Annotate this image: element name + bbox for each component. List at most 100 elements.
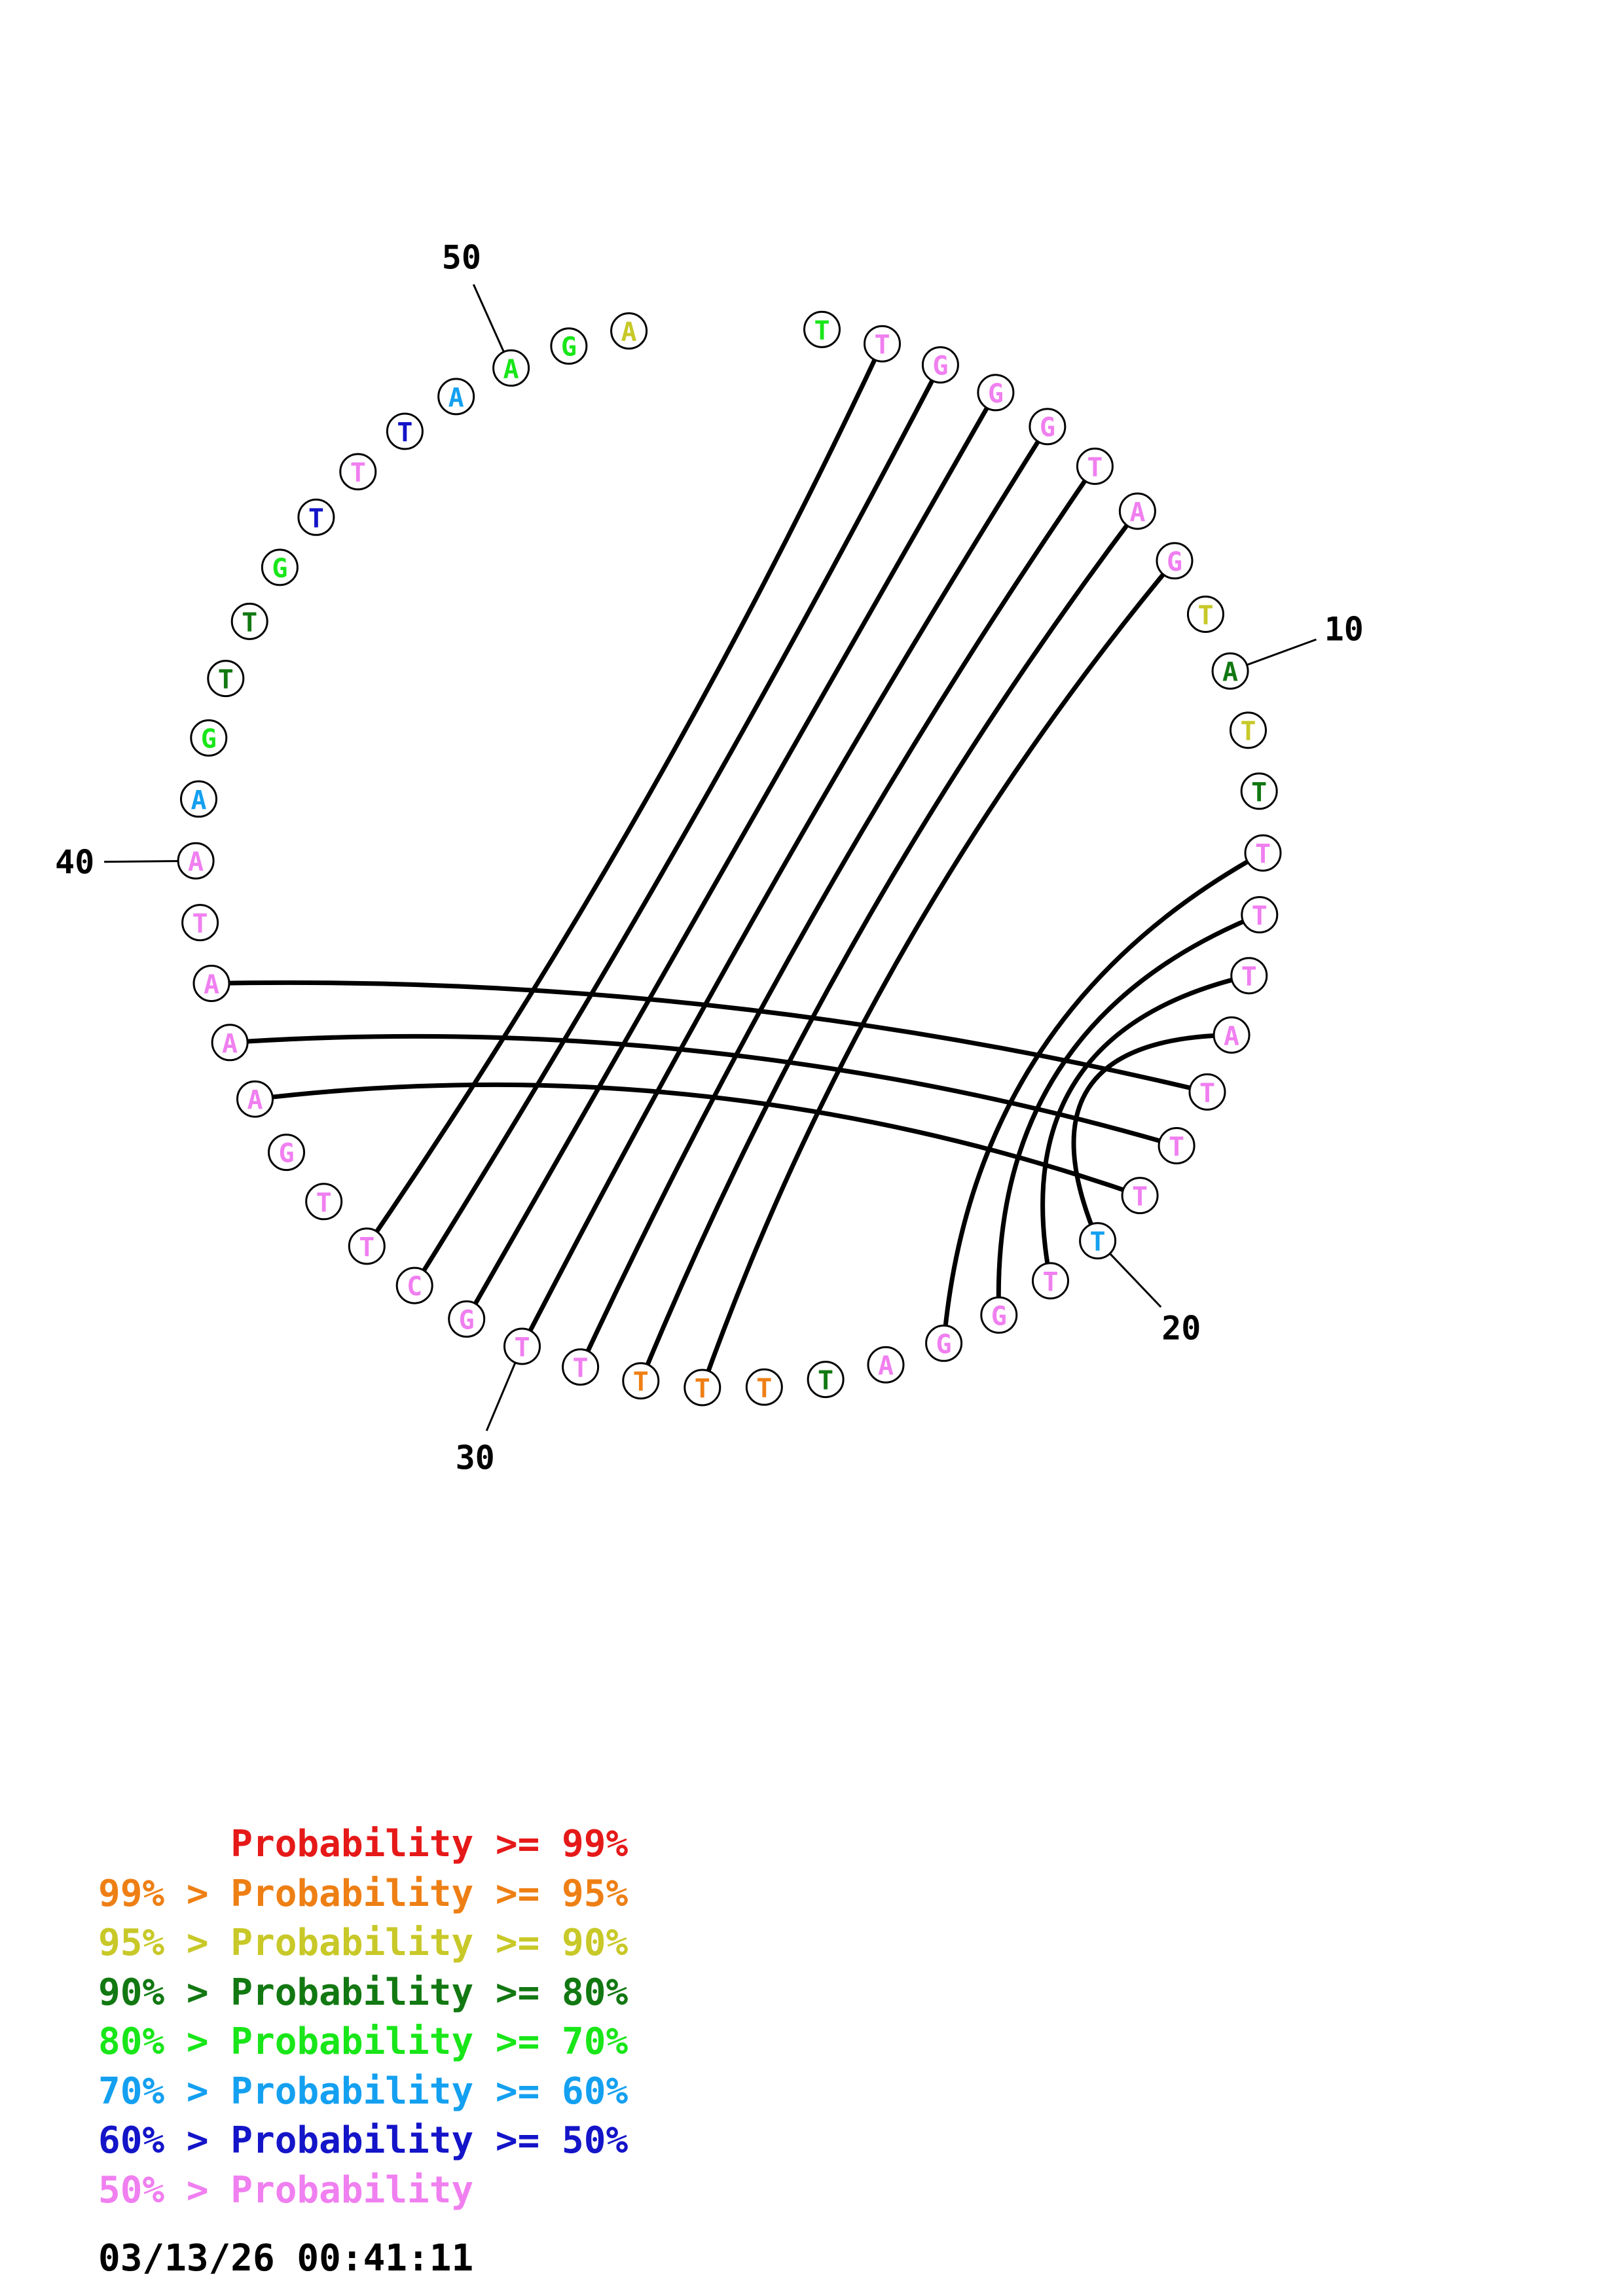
legend-suffix: >= 90% [473,1922,629,1964]
nucleotide-circle-7 [1118,492,1156,530]
nucleotide-letter-31: G [459,1305,475,1335]
position-tick-20 [1109,1253,1162,1308]
nucleotide-letter-4: G [988,379,1004,409]
nucleotide-letter-1: T [814,315,830,346]
legend-suffix: >= 80% [473,1971,629,2014]
nucleotide-letter-30: T [514,1333,530,1363]
nucleotide-45: G [261,548,299,586]
nucleotide-letter-42: G [201,725,217,755]
nucleotide-21: T [1032,1262,1069,1300]
position-tick-30 [485,1362,517,1431]
pair-arc-3-32 [412,363,943,1287]
legend-label: Probability [208,1823,474,1865]
nucleotide-3: G [921,346,959,384]
nucleotide-letter-12: T [1251,778,1267,808]
nucleotide-letter-11: T [1240,717,1256,747]
nucleotide-circle-44 [230,602,268,640]
nucleotide-circle-27 [684,1369,721,1407]
nucleotide-letter-9: T [1197,601,1213,631]
nucleotide-letter-22: G [991,1301,1007,1331]
nucleotide-circle-29 [562,1348,600,1386]
nucleotide-46: T [297,498,335,536]
nucleotide-letter-40: A [188,847,204,877]
nucleotide-letter-34: T [316,1188,332,1218]
nucleotide-letter-33: T [359,1232,374,1263]
probability-legend: Probability >= 99% 99% > Probability >= 9… [98,1820,628,2215]
nucleotide-39: T [181,904,219,942]
nucleotide-20: T [1079,1222,1117,1260]
nucleotide-letter-13: T [1255,839,1271,869]
timestamp: 03/13/26 00:41:11 [98,2237,474,2280]
nucleotide-11: T [1230,711,1267,749]
nucleotides: T TGGGTAGTATTTTTATTTTTGGATTTTTTGCTTGAAATA… [177,310,1282,1407]
nucleotide-48: T [386,412,424,450]
nucleotide-circle-10 [1211,652,1249,690]
nucleotide-circle-46 [297,498,335,536]
nucleotide-circle-21 [1032,1262,1069,1300]
nucleotide-letter-32: C [407,1272,422,1302]
nucleotide-circle-22 [980,1296,1018,1334]
nucleotide-1: T [803,310,841,348]
nucleotide-letter-16: A [1224,1021,1239,1051]
nucleotide-29: T [562,1348,600,1386]
nucleotide-10: A [1211,652,1249,690]
nucleotide-circle-47 [339,453,377,491]
nucleotide-circle-23 [925,1324,963,1362]
legend-suffix: >= 70% [473,2020,629,2063]
nucleotide-circle-12 [1240,772,1278,810]
pair-arc-18-37 [229,1033,1178,1148]
nucleotide-circle-36 [236,1080,274,1118]
nucleotide-circle-51 [550,327,588,365]
nucleotide-35: G [268,1134,305,1172]
nucleotide-letter-27: T [695,1374,710,1404]
pair-arc-8-27 [700,559,1176,1389]
nucleotide-letter-20: T [1090,1227,1106,1257]
pair-arc-7-28 [638,509,1140,1382]
nucleotide-circle-38 [192,965,230,1002]
nucleotide-circle-49 [437,378,475,416]
nucleotide-32: C [395,1266,433,1304]
pair-arc-15-21 [1040,973,1250,1282]
legend-label: Probability [208,1872,474,1915]
nucleotide-circle-14 [1241,896,1279,934]
nucleotide-circle-32 [395,1266,433,1304]
nucleotide-circle-4 [977,374,1015,412]
nucleotide-letter-51: G [561,332,577,363]
nucleotide-19: T [1121,1177,1159,1215]
nucleotide-circle-43 [207,660,245,698]
nucleotide-6: T [1076,447,1114,485]
nucleotide-52: A [610,312,648,350]
nucleotide-circle-42 [190,719,228,757]
legend-row-4: 90% > Probability >= 80% [98,1968,628,2018]
legend-prefix: 50% > [98,2168,209,2212]
nucleotide-letter-44: T [242,607,257,637]
nucleotide-circle-25 [807,1361,845,1399]
nucleotide-2: T [864,325,901,363]
nucleotide-letter-23: G [936,1329,952,1359]
nucleotide-25: T [807,1361,845,1399]
nucleotide-letter-38: A [204,970,219,1000]
nucleotide-letter-35: G [278,1139,294,1169]
position-label-30: 30 [456,1439,495,1477]
pair-arc-6-29 [578,465,1097,1369]
nucleotide-circle-19 [1121,1177,1159,1215]
pair-arcs [211,342,1264,1389]
nucleotide-9: T [1187,596,1224,633]
nucleotide-circle-31 [448,1300,486,1338]
nucleotide-circle-52 [610,312,648,350]
nucleotide-4: G [977,374,1015,412]
pair-arc-16-20 [1071,1032,1232,1242]
legend-prefix: 99% > [98,1872,209,1915]
nucleotide-34: T [305,1183,343,1221]
nucleotide-circle-41 [180,780,217,818]
nucleotide-circle-13 [1244,834,1282,872]
legend-row-2: 99% > Probability >= 95% [98,1869,628,1919]
nucleotide-circle-45 [261,548,299,586]
nucleotide-circle-15 [1230,957,1268,995]
pair-arc-14-22 [996,912,1261,1316]
legend-prefix [98,1823,209,1865]
pair-arc-2-33 [365,342,884,1247]
legend-suffix: >= 50% [473,2119,629,2162]
nucleotide-letter-39: T [192,909,208,939]
legend-label: Probability [208,2070,474,2113]
